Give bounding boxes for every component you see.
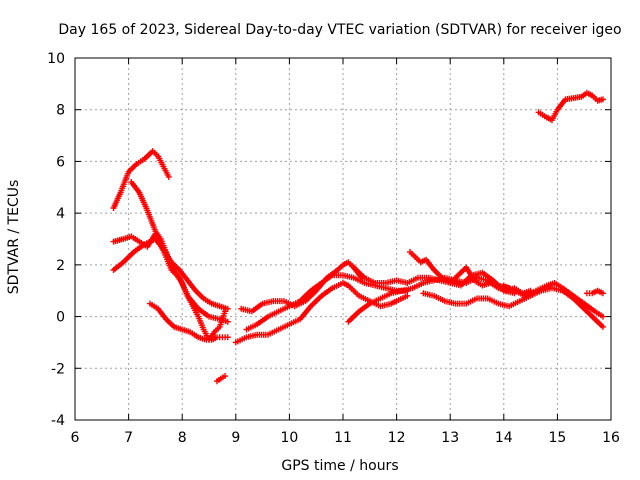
grid <box>75 58 611 420</box>
x-tick-label: 9 <box>231 430 240 446</box>
point-markers <box>214 373 229 385</box>
series-track-6 <box>214 373 229 385</box>
axis-ticks: 6 7 8 9 10 11 12 13 14 15 16 -4 -2 0 2 4 6 8 10 <box>47 51 620 446</box>
y-tick-label: 6 <box>56 154 65 170</box>
x-tick-label: 16 <box>602 430 620 446</box>
x-tick-label: 10 <box>280 430 298 446</box>
plot-frame <box>74 57 612 421</box>
point-markers <box>232 280 411 346</box>
x-tick-label: 15 <box>548 430 566 446</box>
x-tick-label: 14 <box>495 430 513 446</box>
series-track-7 <box>232 280 411 346</box>
x-tick-label: 7 <box>124 430 133 446</box>
point-markers <box>500 280 606 320</box>
x-tick-label: 12 <box>388 430 406 446</box>
point-markers <box>243 272 411 333</box>
point-markers <box>110 148 172 211</box>
data-points <box>110 89 606 385</box>
series-track-4 <box>110 236 231 312</box>
y-tick-label: 0 <box>56 310 65 326</box>
series-track-14 <box>500 280 606 320</box>
x-tick-label: 6 <box>71 430 80 446</box>
y-tick-label: 8 <box>56 103 65 119</box>
series-track-5 <box>147 300 231 343</box>
y-tick-label: -4 <box>51 413 65 429</box>
y-tick-label: 10 <box>47 51 65 67</box>
series-track-9 <box>243 272 411 333</box>
x-tick-label: 13 <box>441 430 459 446</box>
point-markers <box>110 236 231 312</box>
point-markers <box>583 287 606 297</box>
x-tick-label: 11 <box>334 430 352 446</box>
y-axis-label: SDTVAR / TECUs <box>6 180 22 295</box>
series-track-1 <box>110 148 172 211</box>
chart-title: Day 165 of 2023, Sidereal Day-to-day VTE… <box>58 22 621 38</box>
x-tick-label: 8 <box>178 430 187 446</box>
y-tick-label: 4 <box>56 206 65 222</box>
y-tick-label: 2 <box>56 258 65 274</box>
x-axis-label: GPS time / hours <box>281 458 398 474</box>
series-track-16 <box>535 89 606 124</box>
point-markers <box>535 89 606 124</box>
series-track-15 <box>583 287 606 297</box>
point-markers <box>147 300 231 343</box>
y-tick-label: -2 <box>51 361 65 377</box>
